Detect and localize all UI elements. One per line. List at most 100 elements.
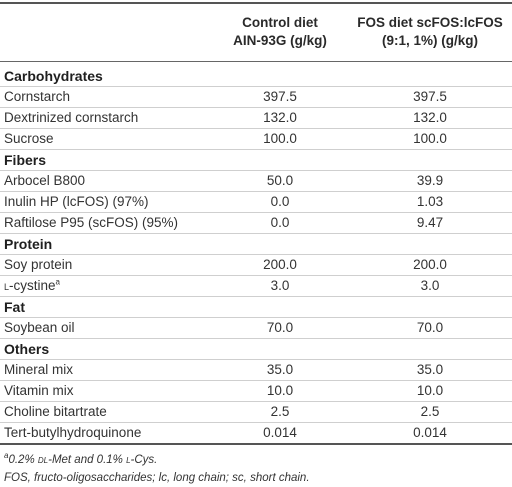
table-row: Tert-butylhydroquinone 0.014 0.014 (0, 423, 512, 443)
control-value: 70.0 (266, 320, 294, 335)
fos-value: 39.9 (416, 173, 444, 188)
row-label-text: Choline bitartrate (4, 404, 107, 419)
control-value: 3.0 (270, 278, 290, 293)
bottom-rule (0, 443, 512, 445)
control-value: 397.5 (263, 89, 297, 104)
table-body: Carbohydrates Cornstarch 397.5 397.5 Dextrin… (0, 62, 512, 443)
header-control-line1: Control diet (242, 15, 318, 30)
row-label: Soy protein (4, 255, 72, 275)
row-label-text: Others (4, 341, 50, 357)
footnote-a-l: l (126, 454, 131, 466)
row-label-text: Inulin HP (lcFOS) (97%) (4, 194, 149, 209)
table-header: Control diet AIN-93G (g/kg) FOS diet scF… (0, 4, 512, 61)
row-label-text: -cystine (9, 278, 56, 293)
fos-value: 70.0 (416, 320, 444, 335)
footnote-a: a0.2% dl-Met and 0.1% l-Cys. (0, 451, 512, 469)
control-value: 2.5 (270, 404, 290, 419)
control-value: 100.0 (263, 131, 297, 146)
section-row: Others (0, 339, 512, 360)
row-label-text: Dextrinized cornstarch (4, 110, 139, 125)
section-label: Fat (4, 297, 25, 317)
row-label-text: Fat (4, 299, 25, 315)
row-label-text: Vitamin mix (4, 383, 74, 398)
footnote-abbreviations: FOS, fructo-oligosaccharides; lc, long c… (4, 472, 310, 484)
row-label-text: Fibers (4, 152, 47, 168)
row-label-text: Sucrose (4, 131, 54, 146)
table-row: Soybean oil 70.0 70.0 (0, 318, 512, 339)
section-row: Protein (0, 234, 512, 255)
row-label-text: Mineral mix (4, 362, 74, 377)
table-row: Arbocel B800 50.0 39.9 (0, 171, 512, 192)
section-label: Fibers (4, 150, 46, 170)
row-label: Soybean oil (4, 318, 75, 338)
row-label: Choline bitartrate (4, 402, 107, 422)
table-row: Choline bitartrate 2.5 2.5 (0, 402, 512, 423)
row-label-text: Tert-butylhydroquinone (4, 425, 142, 440)
control-value: 50.0 (266, 173, 294, 188)
row-label-text: Protein (4, 236, 53, 252)
section-row: Fibers (0, 150, 512, 171)
fos-value: 100.0 (413, 131, 447, 146)
header-rule (0, 61, 512, 62)
control-value: 35.0 (266, 362, 294, 377)
section-label: Others (4, 339, 49, 359)
row-label: Raftilose P95 (scFOS) (95%) (4, 213, 178, 233)
footnote-a-part3: -Cys. (130, 454, 158, 466)
table-row: Raftilose P95 (scFOS) (95%) 0.0 9.47 (0, 213, 512, 234)
table-row: Vitamin mix 10.0 10.0 (0, 381, 512, 402)
fos-value: 10.0 (416, 383, 444, 398)
control-value: 132.0 (263, 110, 297, 125)
fos-value: 9.47 (416, 215, 444, 230)
fos-value: 200.0 (413, 257, 447, 272)
row-label: l-cystinea (4, 276, 60, 296)
fos-value: 0.014 (413, 425, 447, 440)
fos-value: 1.03 (416, 194, 444, 209)
header-fos-line1: FOS diet scFOS:lcFOS (357, 15, 503, 30)
table-row: Sucrose 100.0 100.0 (0, 129, 512, 150)
footnote-a-part1: 0.2% (8, 454, 38, 466)
header-fos-diet: FOS diet scFOS:lcFOS (9:1, 1%) (g/kg) (348, 14, 512, 50)
fos-value: 132.0 (413, 110, 447, 125)
section-row: Fat (0, 297, 512, 318)
row-label: Cornstarch (4, 87, 70, 107)
fos-value: 3.0 (420, 278, 440, 293)
header-control-diet: Control diet AIN-93G (g/kg) (218, 14, 342, 50)
footnote-a-dl: dl (37, 454, 49, 466)
row-label: Arbocel B800 (4, 171, 85, 191)
fos-value: 35.0 (416, 362, 444, 377)
table-row: Soy protein 200.0 200.0 (0, 255, 512, 276)
row-label: Tert-butylhydroquinone (4, 423, 141, 443)
row-label-text: Cornstarch (4, 89, 71, 104)
row-label-text: Arbocel B800 (4, 173, 86, 188)
row-label-text: Raftilose P95 (scFOS) (95%) (4, 215, 179, 230)
control-value: 10.0 (266, 383, 294, 398)
table-row: Mineral mix 35.0 35.0 (0, 360, 512, 381)
row-label: Vitamin mix (4, 381, 74, 401)
control-value: 200.0 (263, 257, 297, 272)
control-value: 0.0 (270, 215, 290, 230)
row-label-footnote-marker: a (55, 277, 60, 287)
footnote-a-marker: a (4, 451, 9, 461)
section-label: Carbohydrates (4, 66, 103, 86)
header-fos-line2: (9:1, 1%) (g/kg) (381, 33, 478, 48)
table-row: Inulin HP (lcFOS) (97%) 0.0 1.03 (0, 192, 512, 213)
row-label: Mineral mix (4, 360, 73, 380)
section-row: Carbohydrates (0, 66, 512, 87)
fos-value: 397.5 (413, 89, 447, 104)
table-row: Cornstarch 397.5 397.5 (0, 87, 512, 108)
control-value: 0.0 (270, 194, 290, 209)
table-row: l-cystinea 3.0 3.0 (0, 276, 512, 297)
top-rule (0, 2, 512, 4)
row-label-prefix: l (4, 278, 10, 293)
table-row: Dextrinized cornstarch 132.0 132.0 (0, 108, 512, 129)
row-label: Inulin HP (lcFOS) (97%) (4, 192, 149, 212)
row-label-text: Soy protein (4, 257, 73, 272)
table-footnotes: a0.2% dl-Met and 0.1% l-Cys. FOS, fructo… (0, 445, 512, 487)
control-value: 0.014 (263, 425, 297, 440)
footnote-a-part2: -Met and 0.1% (48, 454, 127, 466)
row-label-text: Soybean oil (4, 320, 75, 335)
fos-value: 2.5 (420, 404, 440, 419)
section-label: Protein (4, 234, 52, 254)
row-label: Sucrose (4, 129, 54, 149)
